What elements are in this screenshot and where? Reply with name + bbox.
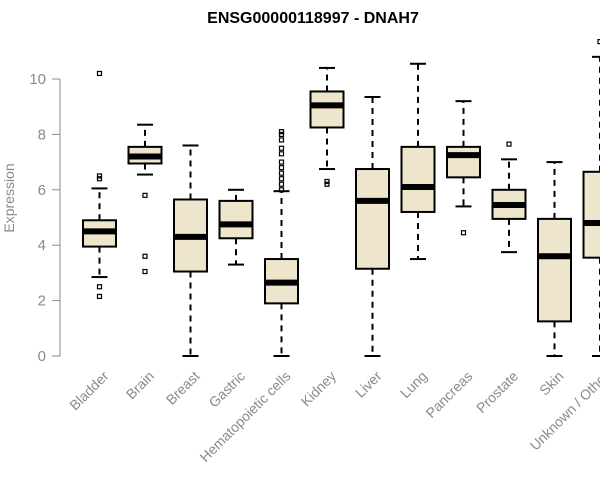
y-tick-label: 6 <box>38 182 46 199</box>
box-11 <box>582 39 600 357</box>
box-3 <box>218 188 254 266</box>
box-10 <box>537 161 572 357</box>
category-label: Pancreas <box>422 368 475 421</box>
y-tick-label: 2 <box>38 293 46 310</box>
outlier-point <box>278 145 285 151</box>
category-label: Hematopoietic cells <box>196 368 293 465</box>
outlier-point <box>278 159 285 165</box>
plot-area <box>82 39 600 357</box>
outlier-point <box>142 253 148 259</box>
category-label: Kidney <box>298 368 340 410</box>
outlier-point <box>506 141 512 147</box>
box-4 <box>264 129 299 357</box>
box-0 <box>82 70 117 300</box>
box-body <box>446 145 481 179</box>
outlier-point <box>278 176 285 182</box>
category-label: Gastric <box>205 368 248 411</box>
y-axis: 0 2 4 6 8 10 <box>29 71 61 365</box>
outlier-point <box>278 129 285 135</box>
category-label: Lung <box>397 368 430 401</box>
box-2 <box>173 144 208 357</box>
box-9 <box>491 141 527 254</box>
outlier-point <box>96 284 103 290</box>
outlier-point <box>96 176 103 182</box>
box-6 <box>355 96 390 357</box>
category-label: Liver <box>352 368 385 401</box>
category-label: Bladder <box>66 368 112 414</box>
y-axis-label: Expression <box>1 163 17 232</box>
outlier-point <box>597 39 600 45</box>
category-label: Breast <box>163 368 203 408</box>
outlier-point <box>278 137 285 143</box>
outlier-point <box>278 165 285 171</box>
box-5 <box>309 66 345 187</box>
outlier-point <box>96 293 103 300</box>
y-tick-label: 4 <box>38 237 46 254</box>
box-body <box>537 217 572 323</box>
outlier-point <box>324 181 330 187</box>
outlier-point <box>460 230 467 236</box>
box-body <box>309 90 345 129</box>
box-body <box>355 168 390 270</box>
category-label: Prostate <box>473 368 521 416</box>
box-body <box>218 199 254 240</box>
box-8 <box>446 100 481 236</box>
box-body <box>400 145 436 213</box>
box-1 <box>127 123 163 275</box>
box-7 <box>400 62 436 261</box>
y-tick-label: 8 <box>38 126 46 143</box>
outlier-point <box>142 192 148 198</box>
outlier-point <box>142 268 148 275</box>
box-body <box>582 170 600 259</box>
category-label: Skin <box>536 368 567 399</box>
y-tick-label: 0 <box>38 348 46 365</box>
outlier-point <box>278 181 285 187</box>
outlier-point <box>324 178 330 185</box>
chart-title: ENSG00000118997 - DNAH7 <box>207 10 419 27</box>
outlier-point <box>278 187 285 193</box>
outlier-point <box>96 70 103 77</box>
category-label: Brain <box>123 368 157 402</box>
outlier-point <box>278 170 285 176</box>
y-tick-label: 10 <box>29 71 46 88</box>
outlier-point <box>278 151 285 157</box>
outlier-point <box>96 173 103 179</box>
outlier-point <box>278 131 285 137</box>
